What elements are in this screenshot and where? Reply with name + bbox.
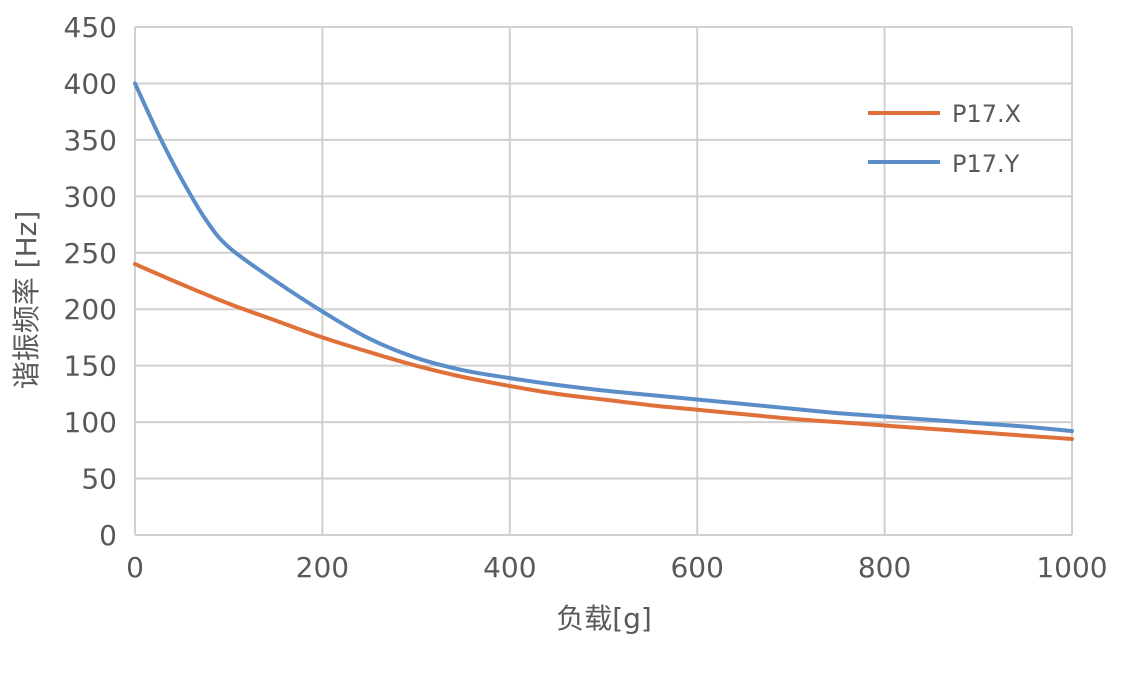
y-axis-title: 谐振频率 [Hz] [10, 211, 43, 390]
y-tick-labels: 0 50 100 150 200 250 300 350 400 450 [64, 11, 117, 552]
y-tick-label: 50 [81, 463, 117, 496]
y-tick-label: 150 [64, 350, 117, 383]
y-tick-label: 450 [64, 11, 117, 44]
x-tick-labels: 0 200 400 600 800 1000 [126, 551, 1108, 584]
series-lines [133, 81, 1074, 441]
y-tick-label: 300 [64, 180, 117, 213]
x-axis-title: 负载[g] [556, 602, 652, 635]
x-tick-label: 1000 [1036, 551, 1107, 584]
x-tick-label: 200 [296, 551, 349, 584]
y-tick-label: 250 [64, 237, 117, 270]
y-tick-label: 200 [64, 293, 117, 326]
legend-label-p17-y: P17.Y [952, 150, 1020, 178]
y-tick-label: 350 [64, 124, 117, 157]
x-tick-label: 400 [483, 551, 536, 584]
series-line-p17-x [133, 262, 1074, 441]
y-tick-label: 400 [64, 67, 117, 100]
y-tick-label: 0 [99, 519, 117, 552]
series-line-p17-y [133, 81, 1074, 434]
y-tick-label: 100 [64, 406, 117, 439]
x-tick-label: 600 [670, 551, 723, 584]
x-tick-label: 800 [858, 551, 911, 584]
grid [134, 26, 1073, 536]
legend-label-p17-x: P17.X [952, 100, 1021, 128]
legend: P17.X P17.Y [868, 100, 1021, 178]
x-tick-label: 0 [126, 551, 144, 584]
